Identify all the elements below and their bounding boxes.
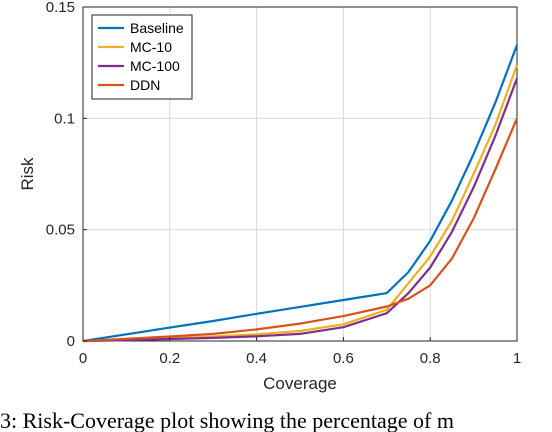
x-tick-label: 0	[79, 350, 87, 367]
x-ticks: 0 0.2 0.4 0.6 0.8 1	[79, 337, 521, 367]
y-axis-label: Risk	[18, 157, 37, 191]
y-tick-label: 0.1	[54, 110, 75, 127]
x-tick-label: 0.6	[333, 350, 354, 367]
series-line-baseline	[82, 44, 519, 343]
x-axis-label: Coverage	[263, 374, 337, 393]
x-tick-label: 0.4	[246, 350, 267, 367]
legend-label-mc-10: MC-10	[130, 39, 172, 55]
y-tick-label: 0.05	[46, 222, 75, 239]
figure-caption: 3: Risk-Coverage plot showing the percen…	[0, 410, 454, 432]
legend: Baseline MC-10 MC-100 DDN	[91, 14, 193, 100]
y-tick-label: 0.15	[46, 0, 75, 16]
series-line-mc-100	[82, 77, 519, 343]
legend-label-mc-100: MC-100	[130, 58, 180, 74]
y-tick-label: 0	[67, 333, 75, 350]
legend-label-ddn: DDN	[130, 77, 160, 93]
series-line-ddn	[82, 117, 519, 343]
x-tick-label: 0.8	[420, 350, 441, 367]
series-lines	[82, 44, 519, 343]
plot-area	[82, 6, 518, 342]
legend-label-baseline: Baseline	[130, 20, 184, 36]
x-tick-label: 0.2	[159, 350, 180, 367]
x-tick-label: 1	[513, 350, 521, 367]
y-ticks: 0 0.05 0.1 0.15	[46, 0, 87, 350]
